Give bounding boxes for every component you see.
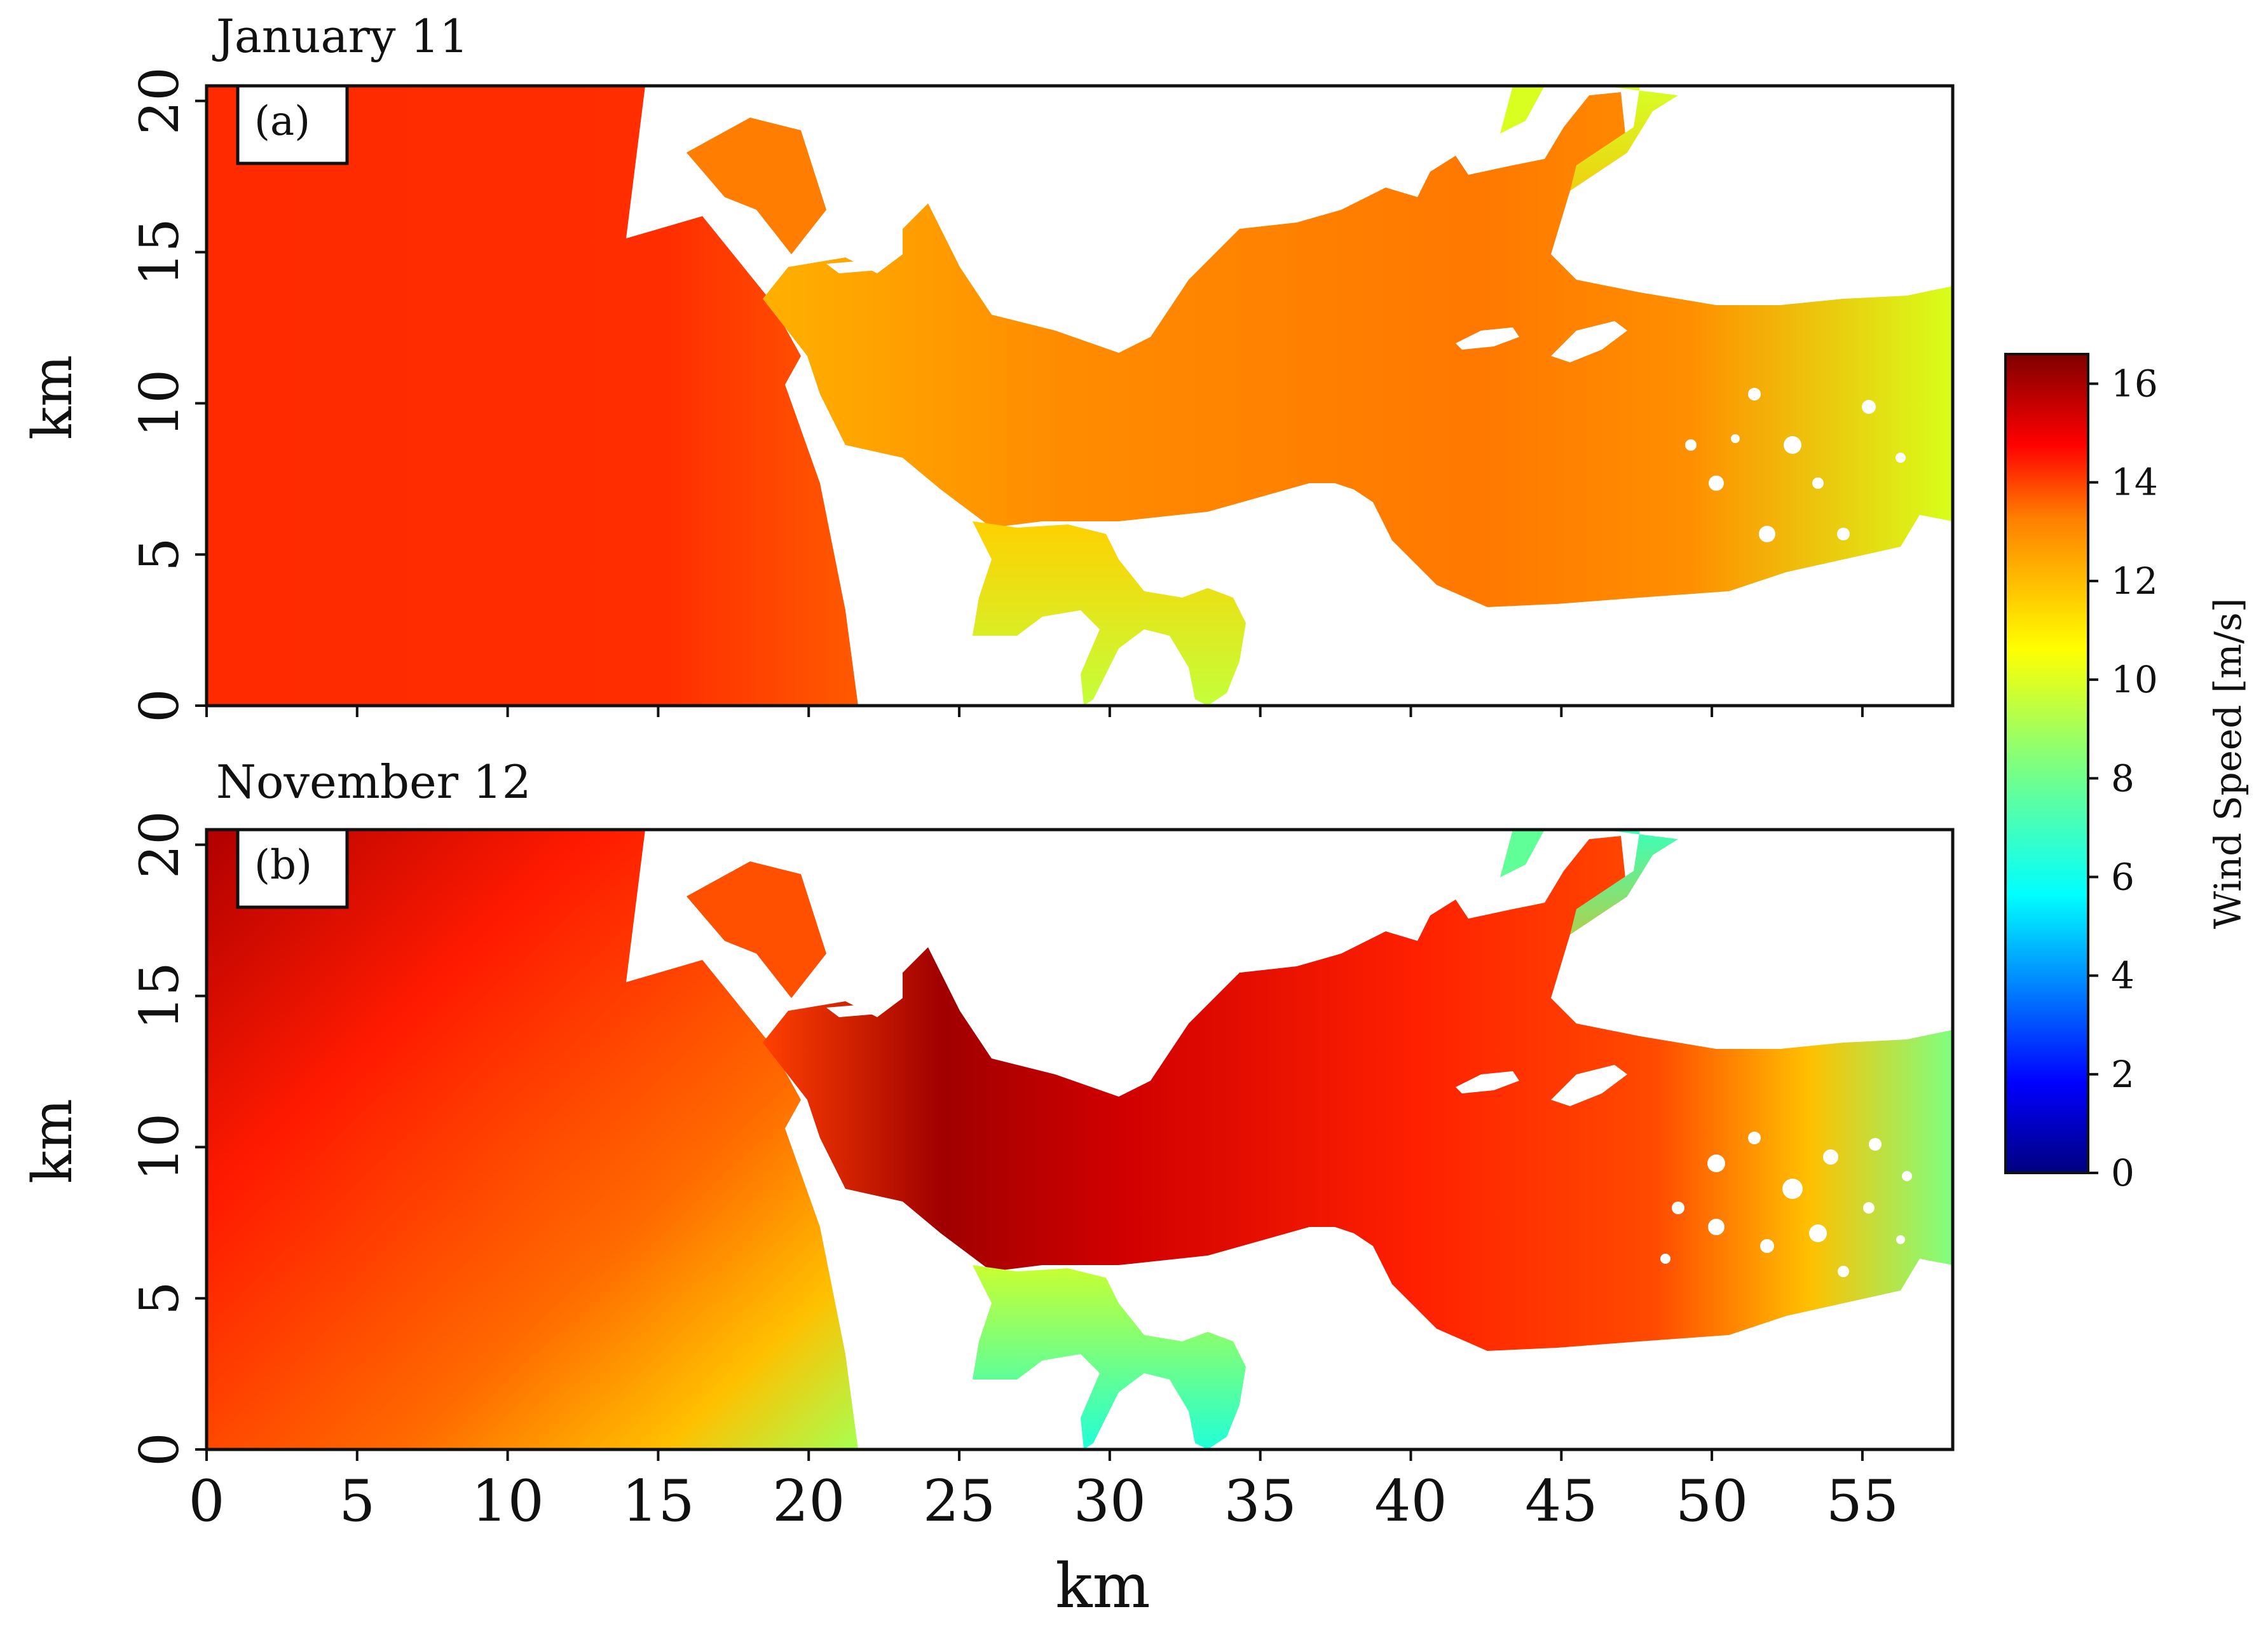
colorbar-tick-label: 2 <box>2111 1053 2135 1096</box>
colorbar-tick-label: 8 <box>2111 757 2135 800</box>
panel-b-island <box>1456 1071 1519 1093</box>
panel-a-wind-field <box>207 86 1953 706</box>
colorbar-tick-label: 6 <box>2111 855 2135 898</box>
x-tick-label: 50 <box>1676 1468 1749 1535</box>
panel-b-ylabel: km <box>21 1099 85 1184</box>
colorbar-tick-label: 10 <box>2111 658 2158 701</box>
colorbar-tick-label: 14 <box>2111 461 2158 504</box>
panel-b-marsh-holes <box>1660 1132 1912 1277</box>
panel-b-label: (b) <box>254 842 312 889</box>
x-tick-label: 20 <box>772 1468 845 1535</box>
panel-a-label-box <box>236 84 349 165</box>
panel-a: January 11 <box>21 10 1955 723</box>
x-tick-label: 10 <box>471 1468 544 1535</box>
panel-b-label-box <box>236 828 349 909</box>
colorbar-ticks: 0 2 4 6 8 10 12 14 16 <box>2088 362 2158 1195</box>
panel-b-northeast-arm <box>1500 830 1545 877</box>
y-tick-label: 5 <box>128 1281 191 1315</box>
panel-b-north-coast <box>687 861 826 998</box>
panel-b-estuary <box>763 836 1953 1351</box>
panel-a-island <box>826 261 877 273</box>
x-tick-label: 0 <box>188 1468 224 1535</box>
colorbar-gradient <box>2004 353 2089 1174</box>
panel-b-south-channel <box>973 1265 1246 1449</box>
panel-b-xlabel: km <box>1055 1551 1150 1622</box>
panel-a-title: January 11 <box>212 10 468 63</box>
colorbar: 0 2 4 6 8 10 12 14 16 Wind Speed [m/s] <box>2004 353 2250 1195</box>
y-tick-label: 5 <box>128 537 191 571</box>
panel-b-axes: 0 5 10 15 20 25 30 35 40 45 50 55 0 5 10 15 20 <box>128 811 1899 1535</box>
panel-b-wind-field <box>207 830 1953 1449</box>
panel-a-island <box>1456 327 1519 350</box>
panel-a-south-channel <box>973 521 1246 706</box>
panel-b-island <box>1551 1065 1627 1106</box>
y-tick-label: 15 <box>128 962 191 1030</box>
colorbar-tick-label: 0 <box>2111 1151 2135 1195</box>
panel-b-frame <box>205 828 1955 1451</box>
colorbar-label: Wind Speed [m/s] <box>2206 598 2250 929</box>
panel-a-label: (a) <box>254 98 310 145</box>
panel-a-sea-region <box>207 86 858 706</box>
y-tick-label: 15 <box>128 218 191 286</box>
panel-a-frame <box>205 84 1955 708</box>
y-tick-label: 10 <box>128 1113 191 1181</box>
panel-a-northeast-arm <box>1500 86 1545 134</box>
panel-a-estuary <box>763 92 1953 607</box>
panel-a-north-inlet <box>1551 86 1678 267</box>
panel-a-axes: 0 5 10 15 20 <box>128 67 1864 723</box>
y-tick-label: 10 <box>128 369 191 437</box>
colorbar-tick-label: 4 <box>2111 954 2135 997</box>
colorbar-tick-label: 16 <box>2111 362 2158 406</box>
x-tick-label: 40 <box>1374 1468 1447 1535</box>
x-tick-label: 45 <box>1525 1468 1598 1535</box>
x-tick-label: 35 <box>1224 1468 1297 1535</box>
y-tick-label: 0 <box>128 1432 191 1466</box>
panel-b-title: November 12 <box>216 755 531 809</box>
x-tick-label: 55 <box>1826 1468 1899 1535</box>
x-tick-label: 5 <box>339 1468 375 1535</box>
y-tick-label: 20 <box>128 811 191 879</box>
y-tick-label: 20 <box>128 67 191 135</box>
panel-a-ylabel: km <box>21 355 85 440</box>
panel-b-sea-region <box>207 830 858 1449</box>
x-tick-label: 15 <box>622 1468 695 1535</box>
colorbar-tick-label: 12 <box>2111 559 2158 603</box>
x-tick-label: 30 <box>1074 1468 1147 1535</box>
panel-b: November 12 (b) 0 5 10 15 20 25 30 <box>21 755 1955 1622</box>
y-tick-label: 0 <box>128 688 191 722</box>
x-tick-label: 25 <box>923 1468 996 1535</box>
panel-a-island <box>1551 321 1627 362</box>
panel-b-north-inlet <box>1551 830 1678 1011</box>
panel-a-north-coast <box>687 118 826 254</box>
panel-b-island <box>826 1004 877 1017</box>
panel-a-marsh-holes <box>1685 388 1906 542</box>
